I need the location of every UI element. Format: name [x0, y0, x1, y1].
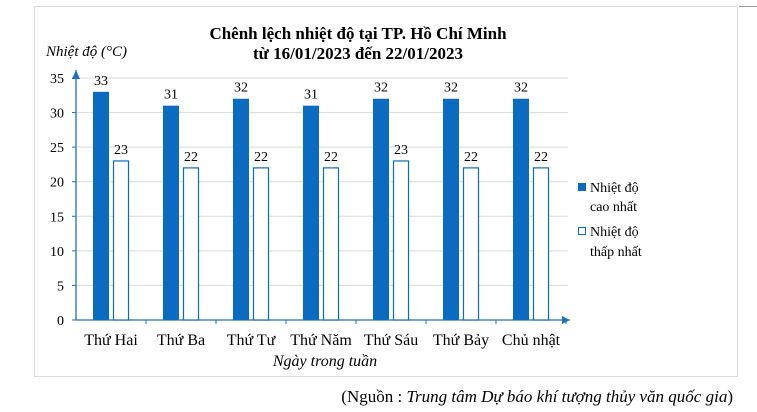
bar-high-temp [303, 105, 319, 321]
source-note: (Nguồn : Trung tâm Dự báo khí tượng thủy… [341, 387, 733, 407]
x-tick-label: Thứ Sáu [364, 332, 418, 349]
chart-title-line2: từ 16/01/2023 đến 22/01/2023 [253, 44, 463, 63]
y-axis-label: Nhiệt độ (°C) [45, 44, 127, 60]
bar-chart: Chênh lệch nhiệt độ tại TP. Hồ Chí Minh … [45, 24, 642, 370]
bar-high-temp [233, 98, 249, 320]
legend-swatch-high [578, 183, 586, 191]
y-tick-label: 5 [57, 279, 64, 294]
data-label-low: 22 [184, 150, 198, 165]
y-tick-label: 30 [50, 107, 64, 122]
source-name: Trung tâm Dự báo khí tượng thủy văn quốc… [406, 387, 728, 406]
source-prefix: (Nguồn : [341, 387, 407, 406]
bar-low-temp [392, 160, 410, 321]
y-tick-label: 20 [50, 176, 64, 191]
data-label-low: 22 [324, 150, 338, 165]
x-tick-label: Thứ Bảy [433, 332, 489, 349]
bar-high-temp [163, 105, 179, 321]
x-tick-label: Chủ nhật [502, 332, 561, 349]
bar-high-temp [443, 98, 459, 320]
y-tick-label: 25 [50, 141, 64, 156]
data-label-high: 31 [164, 88, 178, 103]
legend-swatch-low [578, 227, 586, 235]
data-label-high: 31 [304, 88, 318, 103]
bar-low-temp [462, 167, 480, 321]
legend-label-low-line2: thấp nhất [590, 245, 642, 260]
y-tick-label: 10 [50, 245, 64, 260]
x-tick-label: Thứ Ba [157, 332, 205, 349]
corner-line [739, 6, 757, 7]
x-axis-label: Ngày trong tuần [272, 353, 377, 370]
data-label-high: 33 [94, 74, 108, 89]
bar-high-temp [513, 98, 529, 320]
data-label-high: 32 [514, 81, 528, 96]
bar-low-temp [322, 167, 340, 321]
y-tick-label: 0 [57, 314, 64, 329]
x-tick-label: Thứ Hai [84, 332, 138, 349]
bar-high-temp [373, 98, 389, 320]
y-tick-label: 15 [50, 210, 64, 225]
data-label-high: 32 [234, 81, 248, 96]
data-label-low: 22 [254, 150, 268, 165]
y-axis-arrow [72, 70, 80, 79]
data-label-high: 32 [444, 81, 458, 96]
x-tick-label: Thứ Tư [227, 332, 277, 349]
legend-label-high-line2: cao nhất [590, 200, 637, 215]
data-label-high: 32 [374, 81, 388, 96]
data-label-low: 22 [464, 150, 478, 165]
legend-label-low-line1: Nhiệt độ [590, 225, 639, 240]
chart-title-line1: Chênh lệch nhiệt độ tại TP. Hồ Chí Minh [209, 24, 507, 43]
bar-low-temp [112, 160, 130, 321]
legend-label-high-line1: Nhiệt độ [590, 181, 639, 196]
bar-low-temp [252, 167, 270, 321]
data-label-low: 23 [394, 143, 408, 158]
data-label-low: 22 [534, 150, 548, 165]
data-label-low: 23 [114, 143, 128, 158]
bar-low-temp [532, 167, 550, 321]
bar-high-temp [93, 91, 109, 320]
source-suffix: ) [727, 387, 733, 406]
bar-low-temp [182, 167, 200, 321]
y-tick-label: 35 [50, 72, 64, 87]
x-tick-label: Thứ Năm [290, 332, 352, 349]
